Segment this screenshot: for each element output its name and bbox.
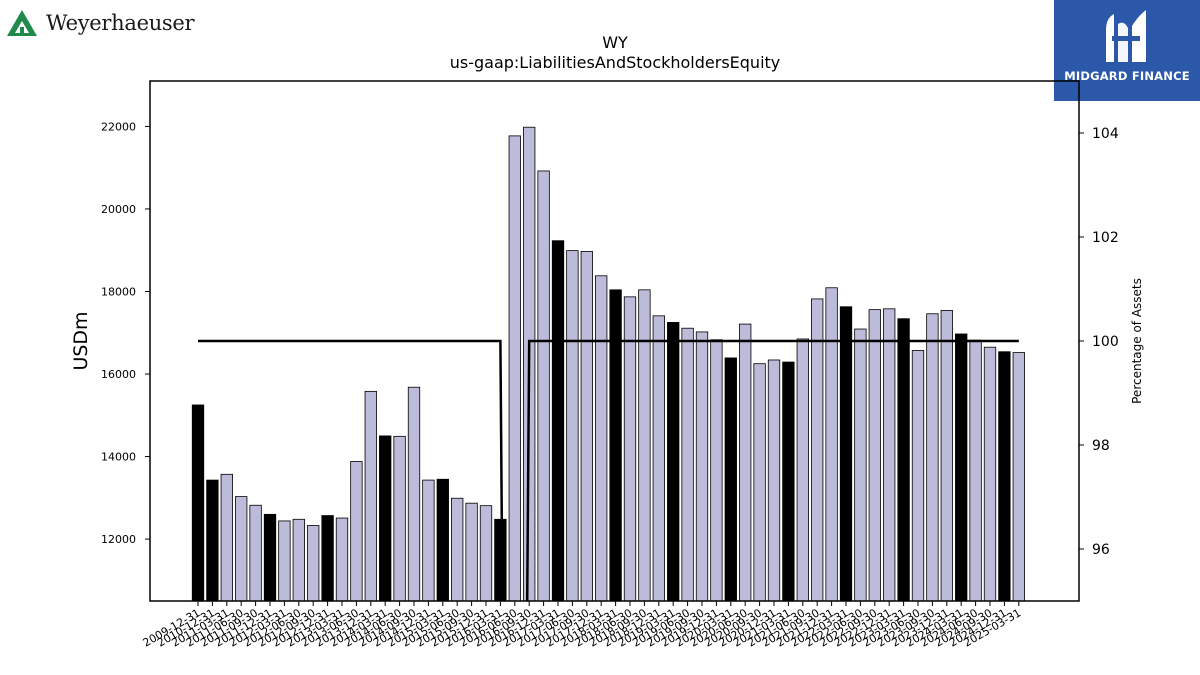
midgard-finance-logo-text: MIDGARD FINANCE (1064, 69, 1190, 83)
percentage-line-segment-2 (525, 339, 1019, 602)
x-axis: 2009-12-312010-12-312011-03-312011-06-30… (141, 601, 1023, 650)
bar-2017-12-31 (595, 275, 608, 602)
bar-2011-06-30 (235, 496, 248, 602)
bar-2018-12-31 (652, 315, 665, 602)
bar-2015-03-31 (436, 478, 449, 602)
bar-2014-12-31 (422, 479, 435, 602)
bar-2012-06-30 (292, 518, 305, 602)
percentage-line-segment-1 (198, 339, 504, 602)
bar-2018-06-30 (623, 296, 637, 602)
bar-2021-06-30 (796, 338, 809, 602)
bar-2022-06-30 (854, 328, 867, 602)
bar-2016-03-31 (494, 518, 507, 602)
chart-subtitle: us-gaap:LiabilitiesAndStockholdersEquity (450, 53, 781, 72)
bar-2014-06-30 (393, 435, 406, 602)
bar-2010-12-31 (206, 479, 219, 602)
y-right-tick-label: 104 (1092, 126, 1119, 142)
bar-2024-03-31 (955, 333, 968, 602)
y-tick-label: 16000 (101, 368, 136, 381)
bar-2014-09-30 (407, 386, 421, 602)
bar-2019-03-31 (667, 322, 680, 602)
bar-2023-12-31 (940, 310, 953, 602)
bar-2013-06-30 (350, 461, 363, 602)
bars-group (191, 126, 1025, 602)
bar-2024-12-31 (998, 351, 1011, 602)
y-axis-label-right: Percentage of Assets (1130, 278, 1144, 404)
y-right-tick-label: 98 (1092, 438, 1110, 454)
bar-2014-03-31 (379, 435, 392, 602)
bar-2025-03-31 (1012, 352, 1025, 602)
y-tick-label: 14000 (101, 451, 136, 464)
weyerhaeuser-logo: Weyerhaeuser (6, 6, 195, 40)
y-axis-left: 12000 14000 16000 18000 20000 22000 (101, 120, 150, 546)
y-tick-label: 18000 (101, 285, 136, 298)
bar-2015-09-30 (465, 502, 478, 602)
bar-2022-03-31 (839, 306, 853, 602)
bar-2019-06-30 (681, 327, 694, 602)
bar-2021-12-31 (825, 287, 838, 602)
bar-2020-09-30 (753, 363, 766, 602)
bar-2020-03-31 (724, 357, 737, 602)
bar-2017-03-31 (551, 240, 565, 602)
bar-2012-09-30 (307, 525, 320, 602)
bar-2016-12-31 (537, 170, 550, 602)
y-axis-right: 96 98 100 102 104 (1079, 126, 1119, 558)
bar-2019-12-31 (710, 339, 723, 602)
bar-2015-06-30 (451, 497, 464, 602)
y-right-tick-label: 102 (1092, 230, 1119, 246)
bar-2011-03-31 (220, 473, 233, 602)
bar-2019-09-30 (695, 331, 709, 602)
percentage-line-group (198, 339, 1019, 602)
y-axis-label: USDm (70, 311, 92, 370)
bar-2009-12-31 (191, 404, 205, 602)
bar-2018-09-30 (638, 289, 651, 602)
midgard-emblem-icon (1106, 10, 1146, 63)
bar-2011-12-31 (263, 513, 277, 602)
bar-2015-12-31 (479, 505, 493, 602)
y-right-tick-label: 100 (1092, 334, 1119, 350)
bar-2013-12-31 (364, 390, 377, 602)
bar-2021-09-30 (811, 298, 824, 602)
bar-2020-06-30 (739, 323, 752, 602)
bar-2023-03-31 (897, 318, 910, 602)
chart-title: WY (602, 33, 628, 52)
bar-2013-03-31 (335, 517, 349, 602)
weyerhaeuser-logo-text: Weyerhaeuser (46, 11, 195, 35)
bar-2023-09-30 (926, 313, 939, 602)
bar-2016-06-30 (508, 135, 521, 602)
bar-2018-03-31 (609, 289, 622, 602)
bar-2020-12-31 (767, 359, 781, 602)
bar-2012-12-31 (321, 515, 334, 602)
bar-2024-06-30 (969, 339, 982, 602)
bar-2022-09-30 (868, 309, 881, 602)
bar-2017-09-30 (580, 251, 593, 602)
bar-2023-06-30 (911, 350, 925, 602)
weyerhaeuser-tree-icon (7, 10, 37, 36)
y-tick-label: 20000 (101, 203, 136, 216)
bar-2011-09-30 (249, 504, 262, 602)
bar-2017-06-30 (566, 250, 579, 602)
y-tick-label: 12000 (101, 533, 136, 546)
bar-2024-09-30 (983, 346, 997, 602)
bar-2012-03-31 (278, 520, 291, 602)
bar-2022-12-31 (883, 308, 896, 602)
bar-2021-03-31 (782, 361, 795, 602)
y-tick-label: 22000 (101, 120, 136, 133)
y-right-tick-label: 96 (1092, 542, 1110, 558)
